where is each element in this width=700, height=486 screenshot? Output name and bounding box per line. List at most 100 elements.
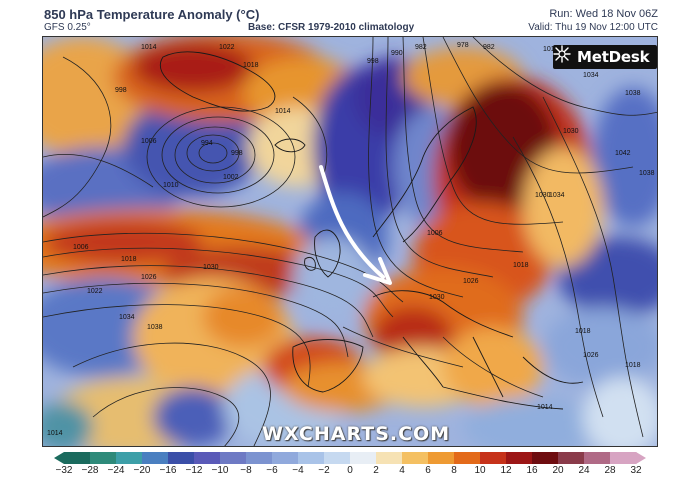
colorbar-tick-label: 8	[451, 465, 457, 476]
colorbar-ticks: −32 −28 −24 −20 −16 −12 −10 −8 −6 −4 −2 0 2 4 6 8 10 12 16…	[0, 465, 700, 481]
isobar-label: 994	[201, 140, 213, 147]
metdesk-logo-text: MetDesk	[577, 48, 650, 66]
isobar-label: 1018	[243, 62, 259, 69]
valid-time-label: Valid: Thu 19 Nov 12:00 UTC	[528, 22, 658, 33]
colorbar-segment	[376, 452, 403, 464]
isobar-label: 1030	[429, 294, 445, 301]
isobar-label: 1018	[575, 328, 591, 335]
colorbar-segment	[116, 452, 143, 464]
colorbar-segment	[64, 452, 91, 464]
colorbar-high-arrow	[636, 452, 646, 464]
colorbar-tick-label: 16	[526, 465, 538, 476]
colorbar-tick-label: −16	[159, 465, 177, 476]
isobar-label: 1006	[141, 138, 157, 145]
chart-title: 850 hPa Temperature Anomaly (°C)	[44, 7, 260, 22]
isobar-label: 1034	[583, 72, 599, 79]
isobar-label: 1018	[625, 362, 641, 369]
isobar-label: 982	[483, 44, 495, 51]
isobar-label: 998	[231, 150, 243, 157]
run-time-label: Run: Wed 18 Nov 06Z	[549, 8, 658, 20]
anomaly-map: 1014 1022 1018 998 1006 994 998 1002 101…	[42, 36, 658, 447]
colorbar-tick-label: 20	[552, 465, 564, 476]
colorbar-tick-label: −8	[240, 465, 252, 476]
isobar-label: 1034	[549, 192, 565, 199]
colorbar-segment	[350, 452, 377, 464]
colorbar-segment	[428, 452, 455, 464]
colorbar-segment	[480, 452, 507, 464]
colorbar-tick-label: −12	[185, 465, 203, 476]
isobar-label: 1006	[73, 244, 89, 251]
cold-advection-arrow	[319, 165, 392, 285]
metdesk-logo: MetDesk	[553, 45, 657, 69]
isobar-labels: 1014 1022 1018 998 1006 994 998 1002 101…	[47, 42, 655, 437]
colorbar-tick-label: 32	[630, 465, 642, 476]
wxcharts-watermark: WXCHARTS.COM	[262, 423, 451, 445]
colorbar-segment	[558, 452, 585, 464]
isobar-label: 1038	[639, 170, 655, 177]
colorbar-tick-label: −20	[133, 465, 151, 476]
temperature-anomaly-field	[43, 37, 657, 446]
colorbar-segment	[90, 452, 117, 464]
colorbar-segment	[324, 452, 351, 464]
metdesk-logo-icon	[553, 45, 577, 69]
colorbar-segment	[506, 452, 533, 464]
colorbar-segment	[532, 452, 559, 464]
isobar-label: 1030	[563, 128, 579, 135]
colorbar-segment	[246, 452, 273, 464]
isobar-label: 1038	[625, 90, 641, 97]
isobar-label: 1030	[203, 264, 219, 271]
colorbar-tick-label: 10	[474, 465, 486, 476]
colorbar-low-arrow	[54, 452, 64, 464]
chart-header: 850 hPa Temperature Anomaly (°C) GFS 0.2…	[0, 0, 700, 36]
colorbar	[54, 452, 646, 464]
isobar-label: 1018	[513, 262, 529, 269]
colorbar-tick-label: −6	[266, 465, 278, 476]
colorbar-tick-label: −24	[107, 465, 125, 476]
colorbar-segment	[194, 452, 221, 464]
isobar-label: 1002	[223, 174, 239, 181]
isobar-label: 1014	[141, 44, 157, 51]
colorbar-tick-label: −4	[292, 465, 304, 476]
isobar-label: 1026	[583, 352, 599, 359]
colorbar-tick-label: 12	[500, 465, 512, 476]
isobar-label: 982	[415, 44, 427, 51]
colorbar-segment	[272, 452, 299, 464]
colorbar-tick-label: −28	[81, 465, 99, 476]
isobar-label: 1026	[141, 274, 157, 281]
isobar-label: 1022	[219, 44, 235, 51]
isobar-label: 1014	[537, 404, 553, 411]
colorbar-tick-label: −10	[211, 465, 229, 476]
isobar-label: 1038	[147, 324, 163, 331]
colorbar-segment	[298, 452, 325, 464]
isobar-label: 998	[367, 58, 379, 65]
isobar-label: 1018	[121, 256, 137, 263]
isobar-label: 1022	[87, 288, 103, 295]
isobar-label: 1006	[427, 230, 443, 237]
isobar-label: 1026	[463, 278, 479, 285]
isobar-label: 1030	[535, 192, 551, 199]
map-canvas: 1014 1022 1018 998 1006 994 998 1002 101…	[43, 37, 657, 446]
colorbar-tick-label: 6	[425, 465, 431, 476]
colorbar-tick-label: 2	[373, 465, 379, 476]
colorbar-tick-label: 4	[399, 465, 405, 476]
colorbar-tick-label: 28	[604, 465, 616, 476]
coastlines	[159, 51, 584, 410]
colorbar-tick-label: −32	[55, 465, 73, 476]
isobar-label: 1014	[275, 108, 291, 115]
colorbar-segment	[142, 452, 169, 464]
colorbar-segment	[220, 452, 247, 464]
colorbar-tick-label: 24	[578, 465, 590, 476]
isobar-label: 1010	[163, 182, 179, 189]
colorbar-segment	[168, 452, 195, 464]
isobar-label: 990	[391, 50, 403, 57]
isobar-label: 1042	[615, 150, 631, 157]
colorbar-tick-label: 0	[347, 465, 353, 476]
colorbar-segment	[610, 452, 637, 464]
isobar-label: 1014	[47, 430, 63, 437]
colorbar-segment	[402, 452, 429, 464]
isobar-label: 998	[115, 87, 127, 94]
colorbar-tick-label: −2	[318, 465, 330, 476]
climatology-base-label: Base: CFSR 1979-2010 climatology	[248, 22, 415, 33]
colorbar-segment	[454, 452, 481, 464]
isobar-label: 978	[457, 42, 469, 49]
